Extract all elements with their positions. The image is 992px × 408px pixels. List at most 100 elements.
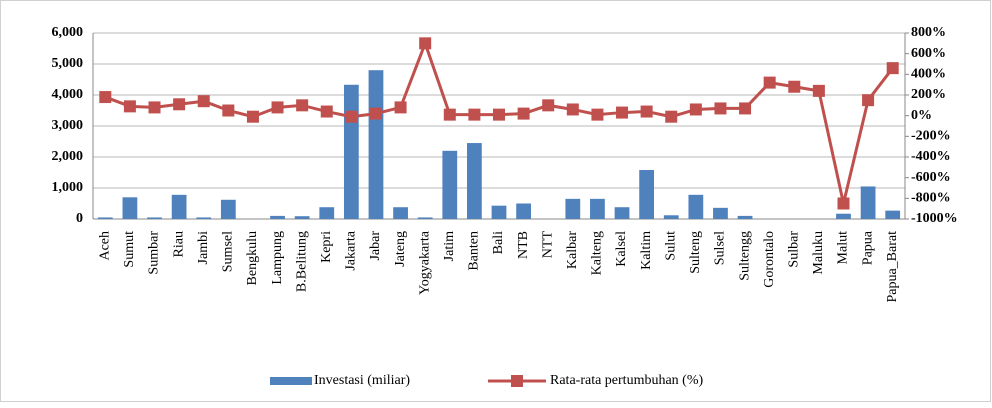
y-tick-label: 5,000 bbox=[52, 56, 84, 71]
x-tick-label: Kalbar bbox=[565, 231, 580, 269]
y-tick-label: 0 bbox=[76, 211, 83, 226]
y2-tick-label: 400% bbox=[911, 67, 946, 82]
bar bbox=[147, 217, 162, 219]
x-tick-label: Papua_Barat bbox=[885, 231, 900, 303]
bar bbox=[836, 213, 851, 219]
bar bbox=[270, 215, 285, 219]
line-marker bbox=[443, 108, 456, 121]
line-marker bbox=[517, 107, 530, 120]
bar bbox=[516, 203, 531, 219]
line-marker bbox=[714, 102, 727, 115]
line-marker bbox=[812, 84, 825, 97]
bar bbox=[737, 215, 753, 219]
legend-swatch bbox=[270, 377, 312, 385]
x-tick-label: Sultengg bbox=[737, 231, 752, 281]
legend-label: Rata-rata pertumbuhan (%) bbox=[550, 373, 703, 388]
y2-tick-label: 600% bbox=[911, 46, 946, 61]
bar bbox=[614, 207, 630, 219]
y2-tick-label: -1000% bbox=[911, 211, 958, 226]
bar bbox=[220, 199, 236, 219]
line-marker bbox=[788, 80, 801, 93]
y2-tick-label: 0% bbox=[911, 108, 932, 123]
x-tick-label: Sumbar bbox=[147, 231, 162, 275]
line-marker bbox=[689, 103, 702, 116]
bar bbox=[97, 217, 113, 219]
bar bbox=[860, 186, 876, 219]
line-marker bbox=[222, 104, 235, 117]
x-tick-label: Sumsel bbox=[221, 231, 236, 272]
bar bbox=[417, 217, 433, 219]
bar bbox=[565, 198, 581, 219]
line-marker bbox=[320, 105, 333, 118]
x-tick-label: Sulteng bbox=[688, 231, 703, 274]
line-marker bbox=[542, 99, 555, 112]
line-marker bbox=[468, 108, 481, 121]
x-tick-label: Jateng bbox=[393, 231, 408, 267]
x-tick-label: Papua bbox=[860, 230, 875, 265]
line-marker bbox=[739, 102, 752, 115]
bar bbox=[491, 205, 507, 219]
x-tick-label: Kepri bbox=[319, 231, 334, 263]
line-marker bbox=[886, 62, 899, 75]
x-tick-label: Malut bbox=[836, 231, 851, 265]
y2-tick-label: -800% bbox=[911, 191, 951, 206]
line-marker bbox=[123, 100, 136, 113]
x-tick-label: Banten bbox=[467, 231, 482, 271]
x-tick-label: Aceh bbox=[98, 231, 113, 261]
x-tick-label: Lampung bbox=[270, 231, 285, 285]
y2-tick-label: -200% bbox=[911, 129, 951, 144]
bar bbox=[639, 170, 655, 219]
x-tick-label: Jambi bbox=[196, 231, 211, 265]
x-tick-label: Gorontalo bbox=[762, 231, 777, 288]
x-tick-label: Jakarta bbox=[344, 230, 359, 270]
line-marker bbox=[566, 103, 579, 116]
x-tick-label: Jatim bbox=[442, 231, 457, 261]
x-tick-label: Maluku bbox=[811, 231, 826, 275]
legend-marker bbox=[511, 375, 523, 387]
bar bbox=[122, 197, 138, 219]
line-marker bbox=[493, 108, 505, 121]
y-tick-label: 3,000 bbox=[52, 118, 84, 133]
x-tick-label: NTT bbox=[540, 231, 555, 259]
x-tick-label: Yogyakarta bbox=[417, 230, 432, 295]
line-marker bbox=[271, 101, 284, 114]
x-tick-label: Sumut bbox=[122, 231, 137, 268]
y2-tick-label: -600% bbox=[911, 170, 951, 185]
line-marker bbox=[246, 110, 259, 123]
x-tick-label: Sulbar bbox=[786, 231, 801, 268]
y-tick-label: 2,000 bbox=[52, 149, 84, 164]
x-tick-label: Kalteng bbox=[590, 231, 605, 275]
bar bbox=[393, 207, 408, 219]
x-tick-label: Bengkulu bbox=[245, 231, 260, 285]
line-marker bbox=[837, 197, 850, 210]
bar bbox=[442, 150, 458, 219]
bar bbox=[368, 70, 384, 219]
line-marker bbox=[616, 106, 629, 119]
line-marker bbox=[665, 110, 678, 123]
bar bbox=[663, 215, 679, 219]
line-marker bbox=[640, 105, 653, 118]
x-tick-label: Kalsel bbox=[614, 231, 629, 267]
x-tick-label: NTB bbox=[516, 231, 531, 259]
y2-tick-label: 800% bbox=[911, 25, 946, 40]
line-marker bbox=[296, 99, 309, 112]
line-marker bbox=[763, 76, 776, 89]
legend-label: Investasi (miliar) bbox=[314, 373, 410, 388]
x-tick-label: Jabar bbox=[368, 231, 383, 261]
y-tick-label: 6,000 bbox=[52, 25, 84, 40]
y2-tick-label: 200% bbox=[911, 87, 946, 102]
line-marker bbox=[148, 101, 161, 114]
bar bbox=[688, 194, 704, 219]
y-tick-label: 1,000 bbox=[52, 180, 84, 195]
x-tick-label: Sulut bbox=[663, 231, 678, 261]
x-tick-label: Kaltim bbox=[639, 231, 654, 270]
x-tick-label: B.Belitung bbox=[294, 231, 309, 292]
bar bbox=[196, 217, 212, 219]
bar bbox=[294, 216, 310, 219]
x-tick-label: Riau bbox=[171, 231, 186, 257]
line-marker bbox=[591, 108, 604, 121]
line-marker bbox=[173, 98, 186, 111]
line-marker bbox=[345, 110, 358, 123]
line-marker bbox=[99, 91, 112, 104]
